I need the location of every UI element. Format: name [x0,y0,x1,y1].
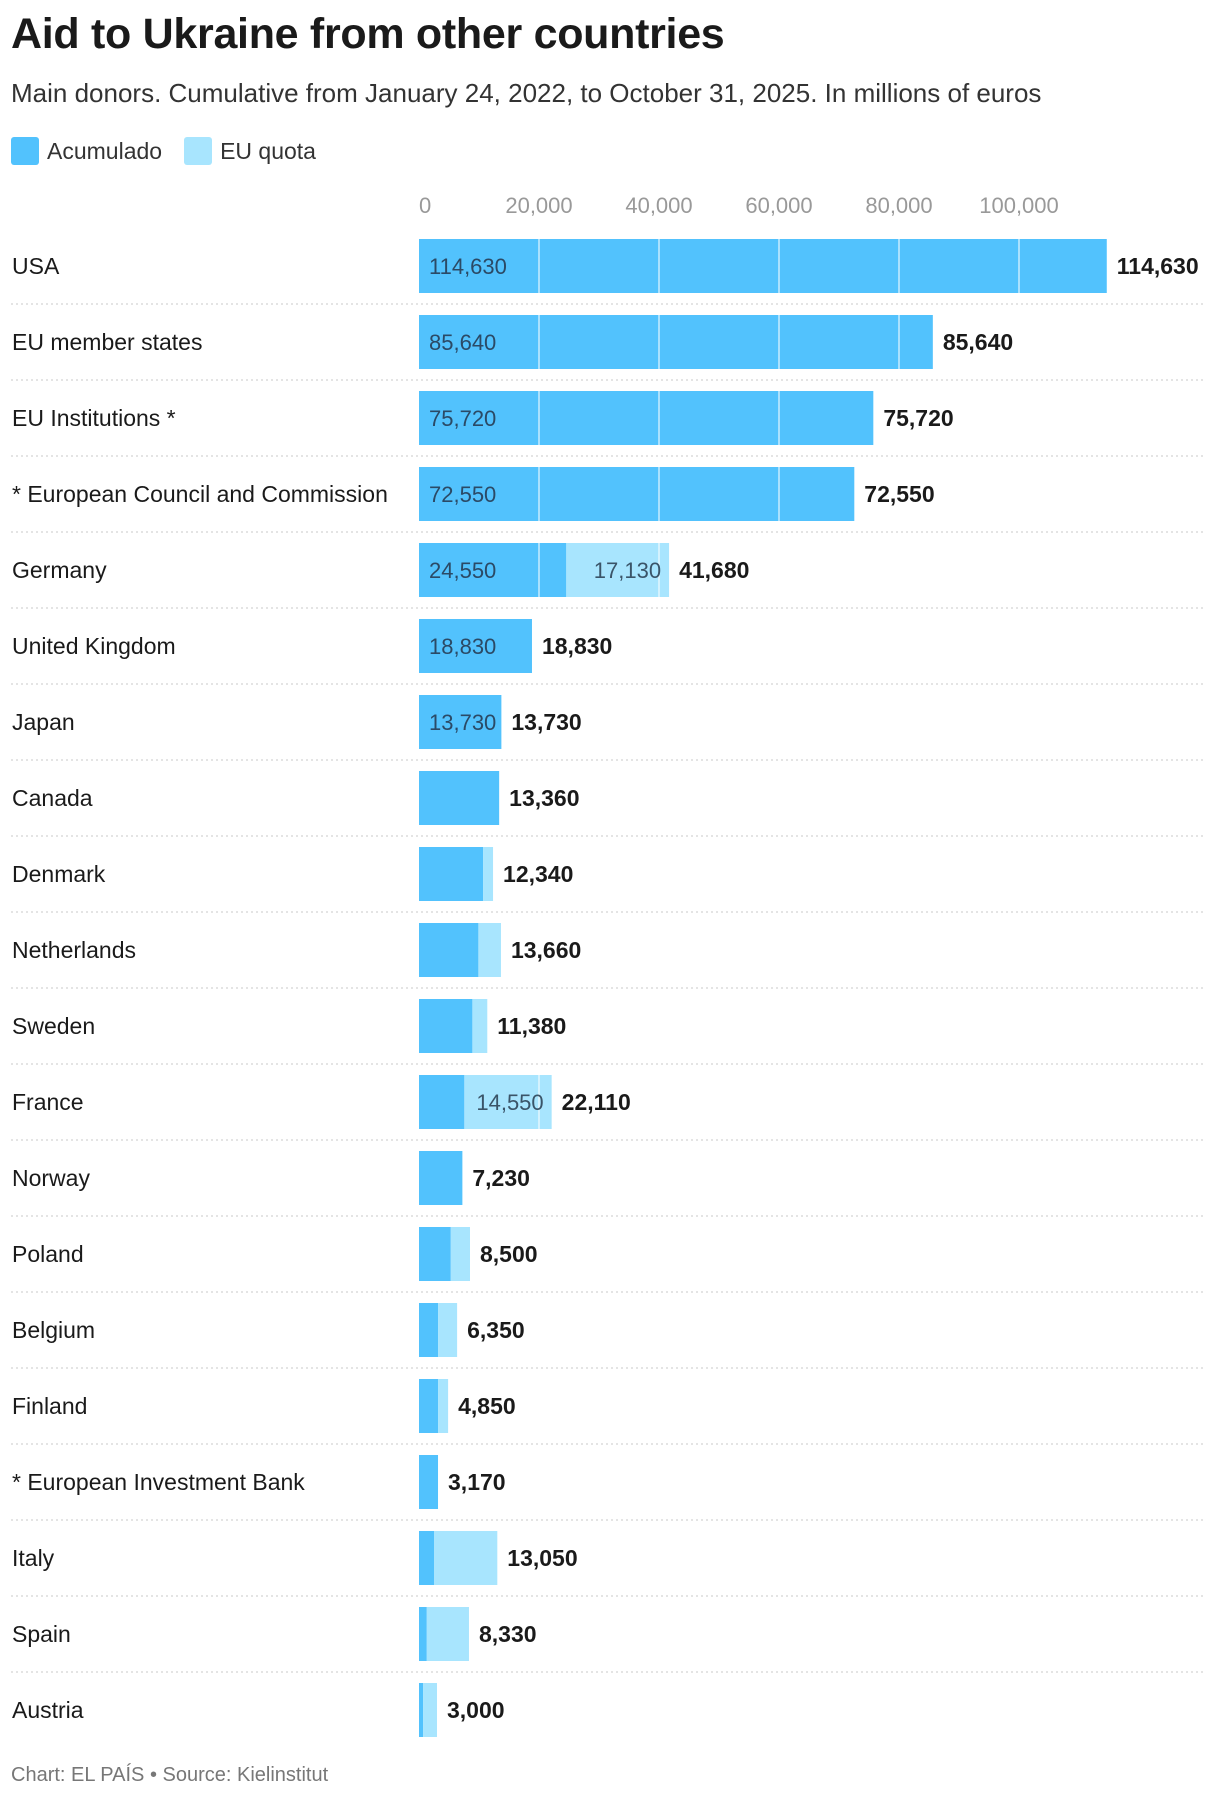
bar-acumulado [419,239,1107,293]
legend-item-acumulado: Acumulado [11,137,162,165]
bar-eu-quota [478,923,501,977]
bar-acumulado [419,1151,463,1205]
legend-item-eu-quota: EU quota [184,137,316,165]
bar-acumulado [419,1379,439,1433]
bar-eu-quota [450,1227,470,1281]
chart-footer: Chart: EL PAÍS • Source: Kielinstitut [11,1764,329,1786]
category-label: Poland [12,1241,84,1267]
total-value-label: 12,340 [503,861,573,887]
total-value-label: 13,360 [509,785,579,811]
total-value-label: 75,720 [883,405,953,431]
category-label: USA [12,253,60,279]
bar-eu-quota [426,1607,469,1661]
category-label: Sweden [12,1013,95,1039]
category-label: Denmark [12,861,106,887]
total-value-label: 7,230 [472,1165,530,1191]
legend: Acumulado EU quota [11,137,338,165]
bar-eu-quota [438,1379,449,1433]
bar-acumulado [419,1075,465,1129]
inner-value-label: 114,630 [429,254,507,279]
inner-value-label: 18,830 [429,634,496,659]
category-label: Belgium [12,1317,95,1343]
inner-value-label: 17,130 [594,558,661,583]
bar-acumulado [419,619,532,673]
x-tick-label: 80,000 [865,193,932,218]
bar-acumulado [419,771,500,825]
bar-acumulado [419,923,479,977]
inner-value-label: 14,550 [476,1090,543,1115]
category-label: Norway [12,1165,90,1191]
category-label: Netherlands [12,937,136,963]
total-value-label: 13,730 [511,709,581,735]
bar-eu-quota [423,1683,437,1737]
total-value-label: 4,850 [458,1393,516,1419]
total-value-label: 85,640 [943,329,1013,355]
chart-title: Aid to Ukraine from other countries [11,10,725,58]
inner-value-label: 24,550 [429,558,496,583]
total-value-label: 11,380 [497,1013,566,1039]
bar-acumulado [419,1303,439,1357]
category-label: Austria [12,1697,84,1723]
category-label: Finland [12,1393,87,1419]
x-tick-label: 60,000 [745,193,812,218]
bar-acumulado [419,467,855,521]
total-value-label: 114,630 [1117,253,1199,279]
category-label: Canada [12,785,93,811]
x-tick-label: 0 [419,193,431,218]
total-value-label: 22,110 [562,1089,631,1115]
x-tick-label: 20,000 [505,193,572,218]
x-tick-label: 40,000 [625,193,692,218]
inner-value-label: 13,730 [429,710,496,735]
bar-chart: 0 20,000 40,000 60,000 80,000 100,000 USA 114,6… [11,193,1206,1737]
bar-acumulado [419,543,567,597]
bar-eu-quota [434,1531,498,1585]
category-label: France [12,1089,84,1115]
total-value-label: 8,500 [480,1241,538,1267]
chart-subtitle: Main donors. Cumulative from January 24,… [11,78,1042,108]
bar-eu-quota [472,999,488,1053]
bar-acumulado [419,847,484,901]
legend-label-eu-quota: EU quota [220,137,316,164]
bar-acumulado [419,999,473,1053]
bar-acumulado [419,315,933,369]
legend-swatch-acumulado [11,137,39,165]
inner-value-label: 72,550 [429,482,496,507]
total-value-label: 72,550 [864,481,934,507]
bar-eu-quota [483,847,494,901]
bar-acumulado [419,1531,434,1585]
bar-eu-quota [566,543,670,597]
bar-acumulado [419,391,874,445]
total-value-label: 41,680 [679,557,749,583]
bar-acumulado [419,1683,424,1737]
total-value-label: 3,170 [448,1469,506,1495]
category-label: United Kingdom [12,633,176,659]
category-label: * European Investment Bank [12,1469,305,1495]
x-tick-label: 100,000 [979,193,1059,218]
category-label: Italy [12,1545,55,1571]
bar-acumulado [419,695,502,749]
total-value-label: 8,330 [479,1621,537,1647]
total-value-label: 3,000 [447,1697,505,1723]
category-label: EU member states [12,329,202,355]
category-label: EU Institutions * [12,405,176,431]
total-value-label: 13,050 [507,1545,577,1571]
category-label: Germany [12,557,107,583]
legend-swatch-eu-quota [184,137,213,165]
total-value-label: 6,350 [467,1317,525,1343]
legend-label-acumulado: Acumulado [47,137,163,164]
category-label: Japan [12,709,75,735]
total-value-label: 13,660 [511,937,581,963]
bar-acumulado [419,1455,439,1509]
total-value-label: 18,830 [542,633,612,659]
category-label: Spain [12,1621,71,1647]
bar-eu-quota [438,1303,458,1357]
category-label: * European Council and Commission [12,481,388,507]
bar-acumulado [419,1227,451,1281]
inner-value-label: 85,640 [429,330,496,355]
bar-acumulado [419,1607,427,1661]
bar-eu-quota [464,1075,552,1129]
inner-value-label: 75,720 [429,406,496,431]
